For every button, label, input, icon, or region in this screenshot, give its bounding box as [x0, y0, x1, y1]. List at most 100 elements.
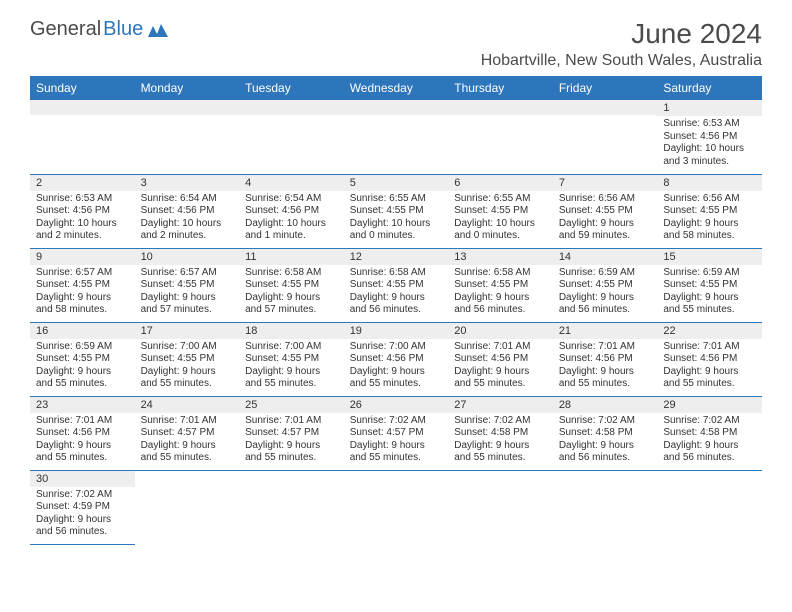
calendar-row: 9Sunrise: 6:57 AMSunset: 4:55 PMDaylight… [30, 248, 762, 322]
day-line: Daylight: 10 hours [350, 218, 443, 231]
day-content: Sunrise: 6:59 AMSunset: 4:55 PMDaylight:… [657, 265, 762, 321]
day-line: Sunrise: 6:55 AM [350, 193, 443, 206]
day-line: Sunset: 4:57 PM [141, 427, 234, 440]
day-content: Sunrise: 6:55 AMSunset: 4:55 PMDaylight:… [344, 191, 449, 247]
day-number: 11 [239, 249, 344, 265]
calendar-row: 2Sunrise: 6:53 AMSunset: 4:56 PMDaylight… [30, 174, 762, 248]
day-content: Sunrise: 7:02 AMSunset: 4:58 PMDaylight:… [448, 413, 553, 469]
day-line: Sunset: 4:55 PM [454, 279, 547, 292]
calendar-cell [657, 470, 762, 544]
day-line: Sunrise: 7:01 AM [245, 415, 338, 428]
day-line: and 2 minutes. [141, 230, 234, 243]
day-line: Sunset: 4:55 PM [663, 205, 756, 218]
day-line: Sunrise: 6:58 AM [350, 267, 443, 280]
calendar-cell: 16Sunrise: 6:59 AMSunset: 4:55 PMDayligh… [30, 322, 135, 396]
day-line: and 55 minutes. [454, 378, 547, 391]
day-line: Sunset: 4:57 PM [350, 427, 443, 440]
day-number [344, 471, 449, 486]
day-line: Daylight: 9 hours [36, 514, 129, 527]
day-line: Sunrise: 7:00 AM [350, 341, 443, 354]
day-line: Sunset: 4:57 PM [245, 427, 338, 440]
day-line: Sunset: 4:55 PM [663, 279, 756, 292]
day-line: Sunset: 4:56 PM [350, 353, 443, 366]
calendar-cell: 25Sunrise: 7:01 AMSunset: 4:57 PMDayligh… [239, 396, 344, 470]
day-line: Sunset: 4:59 PM [36, 501, 129, 514]
day-content [239, 115, 344, 121]
day-line: Daylight: 9 hours [141, 366, 234, 379]
location: Hobartville, New South Wales, Australia [481, 52, 762, 70]
day-line: and 55 minutes. [36, 378, 129, 391]
day-line: and 55 minutes. [350, 378, 443, 391]
day-line: and 56 minutes. [663, 452, 756, 465]
day-number [448, 100, 553, 115]
day-line: Daylight: 9 hours [350, 292, 443, 305]
day-number: 14 [553, 249, 658, 265]
day-line: Daylight: 9 hours [559, 366, 652, 379]
calendar-cell [135, 100, 240, 174]
logo: General Blue [30, 18, 169, 41]
day-line: Sunset: 4:58 PM [454, 427, 547, 440]
day-line: Sunrise: 6:59 AM [559, 267, 652, 280]
weekday-header: Tuesday [239, 76, 344, 100]
calendar-cell: 14Sunrise: 6:59 AMSunset: 4:55 PMDayligh… [553, 248, 658, 322]
day-line: Sunrise: 6:57 AM [141, 267, 234, 280]
day-content: Sunrise: 7:00 AMSunset: 4:56 PMDaylight:… [344, 339, 449, 395]
day-line: Sunrise: 7:01 AM [559, 341, 652, 354]
day-content [657, 486, 762, 492]
day-line: and 55 minutes. [36, 452, 129, 465]
day-number [553, 100, 658, 115]
calendar-cell: 27Sunrise: 7:02 AMSunset: 4:58 PMDayligh… [448, 396, 553, 470]
day-number [553, 471, 658, 486]
day-content [135, 486, 240, 492]
calendar-cell [553, 100, 658, 174]
day-number: 23 [30, 397, 135, 413]
day-line: Daylight: 10 hours [141, 218, 234, 231]
day-line: Sunset: 4:56 PM [36, 427, 129, 440]
day-line: Daylight: 9 hours [350, 440, 443, 453]
day-line: Daylight: 9 hours [141, 292, 234, 305]
day-number: 6 [448, 175, 553, 191]
weekday-header: Thursday [448, 76, 553, 100]
calendar-row: 1Sunrise: 6:53 AMSunset: 4:56 PMDaylight… [30, 100, 762, 174]
day-line: Sunrise: 6:53 AM [663, 118, 756, 131]
day-line: and 56 minutes. [454, 304, 547, 317]
calendar-cell: 1Sunrise: 6:53 AMSunset: 4:56 PMDaylight… [657, 100, 762, 174]
day-number: 5 [344, 175, 449, 191]
day-content: Sunrise: 6:53 AMSunset: 4:56 PMDaylight:… [657, 116, 762, 172]
day-line: and 55 minutes. [141, 378, 234, 391]
calendar-cell: 3Sunrise: 6:54 AMSunset: 4:56 PMDaylight… [135, 174, 240, 248]
day-content: Sunrise: 6:55 AMSunset: 4:55 PMDaylight:… [448, 191, 553, 247]
calendar-cell [30, 100, 135, 174]
day-line: Daylight: 9 hours [36, 292, 129, 305]
day-content [344, 115, 449, 121]
calendar-cell: 21Sunrise: 7:01 AMSunset: 4:56 PMDayligh… [553, 322, 658, 396]
day-number: 2 [30, 175, 135, 191]
calendar-cell: 4Sunrise: 6:54 AMSunset: 4:56 PMDaylight… [239, 174, 344, 248]
calendar-cell: 24Sunrise: 7:01 AMSunset: 4:57 PMDayligh… [135, 396, 240, 470]
day-line: Sunset: 4:55 PM [454, 205, 547, 218]
weekday-header-row: SundayMondayTuesdayWednesdayThursdayFrid… [30, 76, 762, 100]
day-line: Sunrise: 6:54 AM [141, 193, 234, 206]
day-line: Sunrise: 6:55 AM [454, 193, 547, 206]
day-line: Sunrise: 6:59 AM [663, 267, 756, 280]
day-line: Daylight: 9 hours [245, 366, 338, 379]
day-number: 25 [239, 397, 344, 413]
day-content: Sunrise: 6:53 AMSunset: 4:56 PMDaylight:… [30, 191, 135, 247]
calendar-row: 30Sunrise: 7:02 AMSunset: 4:59 PMDayligh… [30, 470, 762, 544]
day-content [448, 115, 553, 121]
day-line: Sunset: 4:55 PM [245, 279, 338, 292]
day-number: 12 [344, 249, 449, 265]
day-line: Sunrise: 7:02 AM [663, 415, 756, 428]
day-number [657, 471, 762, 486]
day-line: Daylight: 10 hours [663, 143, 756, 156]
day-line: and 58 minutes. [36, 304, 129, 317]
weekday-header: Wednesday [344, 76, 449, 100]
day-line: Sunrise: 7:01 AM [141, 415, 234, 428]
calendar-cell: 29Sunrise: 7:02 AMSunset: 4:58 PMDayligh… [657, 396, 762, 470]
day-number: 13 [448, 249, 553, 265]
day-number: 10 [135, 249, 240, 265]
day-number: 26 [344, 397, 449, 413]
day-line: Sunset: 4:56 PM [245, 205, 338, 218]
day-line: Sunrise: 7:02 AM [350, 415, 443, 428]
month-title: June 2024 [481, 18, 762, 50]
